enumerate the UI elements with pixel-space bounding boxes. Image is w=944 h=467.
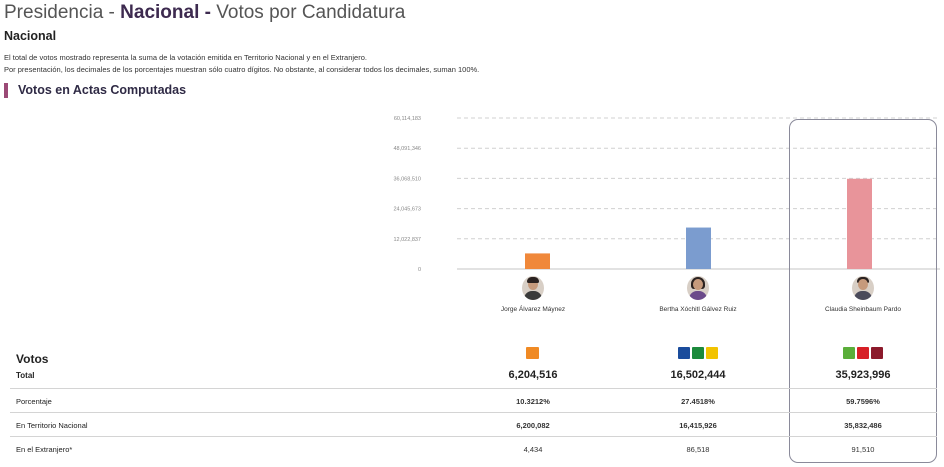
prd-logo-icon: [706, 347, 718, 359]
table-row-national: En Territorio Nacional 6,200,082 16,415,…: [10, 413, 937, 437]
cell-value: 6,200,082: [516, 421, 550, 430]
candidate-photo-icon: [852, 276, 874, 300]
y-tick-label: 36,068,510: [393, 176, 421, 182]
table-row-percentage: Porcentaje 10.3212% 27.4518% 59.7596%: [10, 389, 937, 413]
candidate-photo-icon: [687, 276, 709, 300]
vote-bar-chart: 60,114,183 48,091,346 36,068,510 24,045,673…: [393, 116, 940, 273]
party-logos-2: [678, 347, 718, 360]
pan-logo-icon: [678, 347, 690, 359]
cell-value: 86,518: [686, 445, 710, 454]
note-line-2: Por presentación, los decimales de los p…: [4, 65, 480, 74]
mc-logo-icon: [526, 347, 539, 359]
row-label: Porcentaje: [16, 397, 52, 406]
votos-heading: Votos: [16, 352, 49, 366]
y-tick-label: 60,114,183: [394, 116, 421, 122]
cell-value: 16,415,926: [679, 421, 717, 430]
candidate-name: Bertha Xóchitl Gálvez Ruiz: [659, 306, 737, 313]
y-tick-label: 12,022,837: [393, 237, 421, 243]
y-tick-label: 48,091,346: [393, 146, 421, 152]
cell-value: 35,923,996: [835, 369, 891, 381]
pvem-logo-icon: [843, 347, 855, 359]
page-title: Presidencia - Nacional - Votos por Candi…: [4, 2, 405, 24]
cell-value: 16,502,444: [670, 369, 726, 381]
cell-value: 27.4518%: [681, 397, 715, 406]
cell-value: 91,510: [851, 445, 875, 454]
candidate-card-1[interactable]: Jorge Álvarez Máynez: [458, 276, 608, 313]
page-subtitle: Nacional: [4, 29, 57, 43]
cell-value: 59.7596%: [846, 397, 880, 406]
table-row-abroad: En el Extranjero* 4,434 86,518 91,510: [10, 437, 937, 461]
cell-value: 6,204,516: [508, 369, 558, 381]
row-label: En Territorio Nacional: [16, 421, 88, 430]
note-line-1: El total de votos mostrado representa la…: [4, 53, 367, 62]
y-tick-label: 0: [418, 267, 421, 273]
morena-logo-icon: [871, 347, 883, 359]
bar-2[interactable]: [686, 227, 711, 269]
table-row-total: Total 6,204,516 16,502,444 35,923,996: [10, 365, 937, 389]
cell-value: 4,434: [523, 445, 543, 454]
party-logos-1: [526, 347, 539, 360]
candidate-name: Claudia Sheinbaum Pardo: [825, 306, 901, 313]
title-suffix: Votos por Candidatura: [216, 2, 406, 23]
cell-value: 10.3212%: [516, 397, 550, 406]
y-tick-label: 24,045,673: [393, 207, 421, 213]
candidate-card-2[interactable]: Bertha Xóchitl Gálvez Ruiz: [623, 276, 773, 313]
cell-value: 35,832,486: [844, 421, 882, 430]
section-title: Votos en Actas Computadas: [4, 83, 186, 98]
candidate-card-3[interactable]: Claudia Sheinbaum Pardo: [788, 276, 938, 313]
row-label: En el Extranjero*: [16, 445, 73, 454]
candidate-name: Jorge Álvarez Máynez: [500, 306, 566, 313]
bar-3[interactable]: [847, 178, 872, 269]
row-label: Total: [16, 371, 35, 380]
pt-logo-icon: [857, 347, 869, 359]
title-prefix: Presidencia -: [4, 2, 115, 23]
pri-logo-icon: [692, 347, 704, 359]
candidate-photo-icon: [522, 276, 544, 300]
party-logos-3: [843, 347, 883, 360]
title-bold: Nacional -: [120, 2, 211, 23]
bar-1[interactable]: [525, 253, 550, 269]
